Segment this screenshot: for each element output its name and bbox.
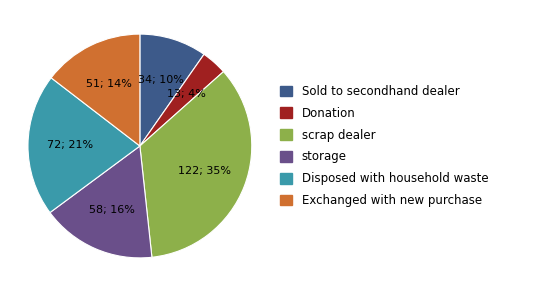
Text: 58; 16%: 58; 16% [89, 205, 135, 215]
Legend: Sold to secondhand dealer, Donation, scrap dealer, storage, Disposed with househ: Sold to secondhand dealer, Donation, scr… [280, 85, 488, 207]
Text: 34; 10%: 34; 10% [138, 75, 183, 85]
Text: 51; 14%: 51; 14% [86, 79, 132, 89]
Text: 122; 35%: 122; 35% [178, 166, 231, 176]
Text: 13; 4%: 13; 4% [167, 89, 206, 99]
Wedge shape [50, 146, 152, 258]
Wedge shape [51, 34, 140, 146]
Text: 72; 21%: 72; 21% [47, 140, 94, 150]
Wedge shape [140, 34, 204, 146]
Wedge shape [28, 78, 140, 213]
Wedge shape [140, 54, 223, 146]
Wedge shape [140, 72, 252, 257]
